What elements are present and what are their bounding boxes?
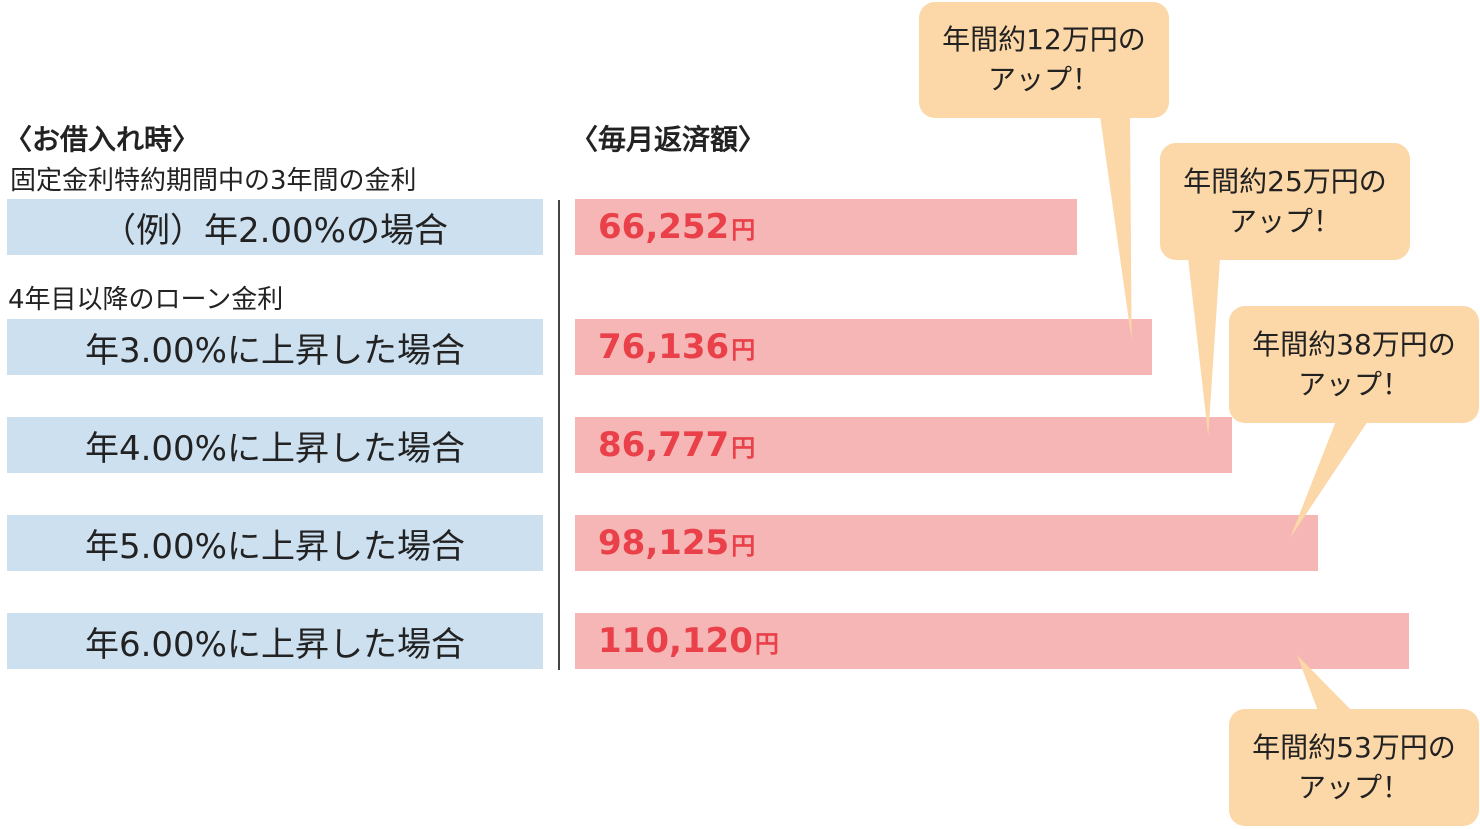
payment-value-4: 110,120 [598,621,753,661]
payment-bar-1: 76,136 円 [575,319,1152,375]
callout-line1-3: 年間約53万円の [1252,730,1456,764]
callout-tail-0 [1100,116,1132,340]
callout-box-2 [1229,306,1479,423]
callout-line1-1: 年間約25万円の [1183,164,1387,198]
callout-line1-2: 年間約38万円の [1252,327,1456,361]
callout-text-3: 年間約53万円の アップ！ [1229,728,1479,808]
rate-label-1: 年3.00%に上昇した場合 [7,319,543,375]
payment-bar-0: 66,252 円 [575,199,1077,255]
payment-value-0: 66,252 [598,207,730,247]
callout-text-2: 年間約38万円の アップ！ [1229,325,1479,405]
callout-line2-3: アップ！ [1297,770,1410,804]
callout-line2-2: アップ！ [1297,367,1410,401]
payment-unit-3: 円 [731,531,756,560]
payment-unit-1: 円 [731,335,756,364]
callout-line2-0: アップ！ [987,63,1100,96]
heading-borrowing-time: 〈お借入れ時〉 [4,123,201,156]
heading-monthly-payment: 〈毎月返済額〉 [570,123,767,156]
payment-bar-3: 98,125 円 [575,515,1319,571]
payment-bar-2: 86,777 円 [575,417,1233,473]
payment-unit-4: 円 [754,629,779,658]
callout-line2-1: アップ！ [1228,204,1341,238]
rate-label-4: 年6.00%に上昇した場合 [7,613,543,669]
callout-text-1: 年間約25万円の アップ！ [1160,162,1410,242]
callout-box-1 [1160,143,1410,260]
rate-label-3: 年5.00%に上昇した場合 [7,515,543,571]
rate-label-0: （例）年2.00%の場合 [7,199,543,255]
payment-unit-0: 円 [731,215,756,244]
sublabel-later-rate: 4年目以降のローン金利 [8,285,284,315]
payment-value-1: 76,136 [598,327,730,367]
payment-unit-2: 円 [731,433,756,462]
callout-text-0: 年間約12万円の アップ！ [919,20,1169,100]
rate-label-2: 年4.00%に上昇した場合 [7,417,543,473]
axis-divider [558,200,560,670]
payment-value-3: 98,125 [598,523,730,563]
callout-tail-1 [1188,258,1220,436]
callout-line1-0: 年間約12万円の [942,23,1146,56]
payment-value-2: 86,777 [598,425,730,465]
callout-box-3 [1229,709,1479,826]
sublabel-initial-rate: 固定金利特約期間中の3年間の金利 [10,166,417,196]
payment-bar-4: 110,120 円 [575,613,1409,669]
callout-tail-3 [1297,655,1352,711]
callout-box-0 [919,2,1169,118]
callout-tail-2 [1290,421,1368,538]
